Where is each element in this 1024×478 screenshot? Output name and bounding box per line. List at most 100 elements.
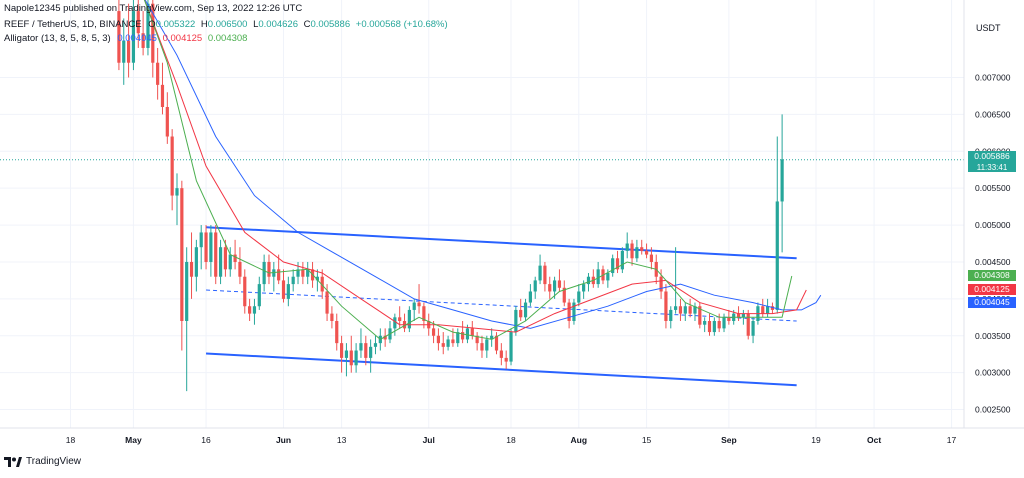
footer-brand: TradingView [26,456,82,467]
candle [277,254,281,285]
candle-body [233,254,237,262]
candle [441,332,445,355]
candle [301,261,305,285]
candle-body [543,265,547,285]
candle-body [151,3,155,63]
y-tick-label: 0.006500 [975,109,1011,119]
candle [422,302,426,329]
x-tick-label: May [125,435,142,445]
ohlc-high: H0.006500 [200,19,248,30]
alligator-jaw-line [144,0,822,329]
candle-body [315,276,319,281]
upper-channel-line [205,226,797,260]
candle-body [470,328,474,336]
candle-body [523,302,528,318]
candle [218,239,223,285]
candle [436,328,441,351]
candle [712,317,716,336]
candle [678,298,683,321]
candle [630,239,634,266]
candle-body [330,313,334,321]
candle-body [383,335,387,340]
candle-body [199,232,203,248]
teeth-price-badge: 0.004125 [968,284,1016,295]
candle [640,239,644,255]
candle-body [267,261,271,277]
candle [456,328,460,347]
candle-body [335,321,339,344]
candle [393,313,397,336]
jaw-value: 0.004045 [117,33,157,44]
candle [141,11,145,56]
tradingview-footer[interactable]: TradingView [4,456,81,467]
candle-body [746,313,750,336]
candle-body [417,302,421,307]
alligator-legend-row[interactable]: Alligator (13, 8, 5, 8, 5, 3) 0.004045 0… [4,33,247,44]
candle [523,298,528,321]
candle-body [640,247,644,251]
candle-body [504,357,508,362]
candle [707,313,712,336]
candle [775,136,779,314]
y-tick-label: 0.003000 [975,368,1011,378]
candle-body [538,265,542,281]
candle [674,247,678,314]
candle-body [461,332,465,340]
price-scale-pane [964,0,1024,428]
symbol-legend-row[interactable]: REEF / TetherUS, 1D, BINANCE O0.005322 H… [4,19,448,30]
alligator-label: Alligator (13, 8, 5, 8, 5, 3) [4,33,111,44]
candle [407,306,411,333]
candle [567,298,571,329]
candle [751,317,755,344]
candle [615,250,620,274]
candle [131,0,136,71]
candle-body [301,269,305,277]
candle [490,328,494,347]
candle-body [141,33,145,48]
candle-body [194,247,198,277]
candle [286,276,290,307]
candle-body [369,346,373,358]
candle [388,321,392,344]
candle [223,239,228,277]
candle-body [441,343,445,347]
candle [330,306,334,329]
candle-body [494,335,499,351]
candle [461,321,465,344]
candle [383,328,387,347]
candle [170,129,174,211]
candle-body [567,302,571,321]
candle [543,261,547,292]
y-tick-label: 0.005000 [975,220,1011,230]
candle [446,335,450,351]
y-tick-label: 0.005500 [975,183,1011,193]
candle-body [562,287,566,303]
candle-body [209,232,213,262]
alligator-indicator [143,0,822,341]
candle [480,335,484,358]
candle-body [398,317,402,321]
candle-body [262,261,266,285]
candle [238,247,242,285]
candle-body [480,343,484,351]
candle [698,302,702,329]
mid-channel-line [206,289,797,322]
candle-body [306,269,310,277]
x-tick-label: Jun [276,435,291,445]
x-tick-label: Sep [721,435,737,445]
candle-body [519,309,523,318]
ohlc-close: C0.005886 [303,19,351,30]
currency-label: USDT [976,23,1001,33]
candle-body [456,332,460,344]
candle-body [281,280,286,299]
candle-body [717,321,721,329]
alligator-lips-line [143,0,793,341]
candle [122,18,126,85]
candle-body [548,284,552,292]
x-tick-label: Jul [423,435,435,445]
channel-drawings[interactable] [0,159,964,387]
candle [175,173,179,226]
candle [644,243,649,259]
candle [199,225,203,270]
